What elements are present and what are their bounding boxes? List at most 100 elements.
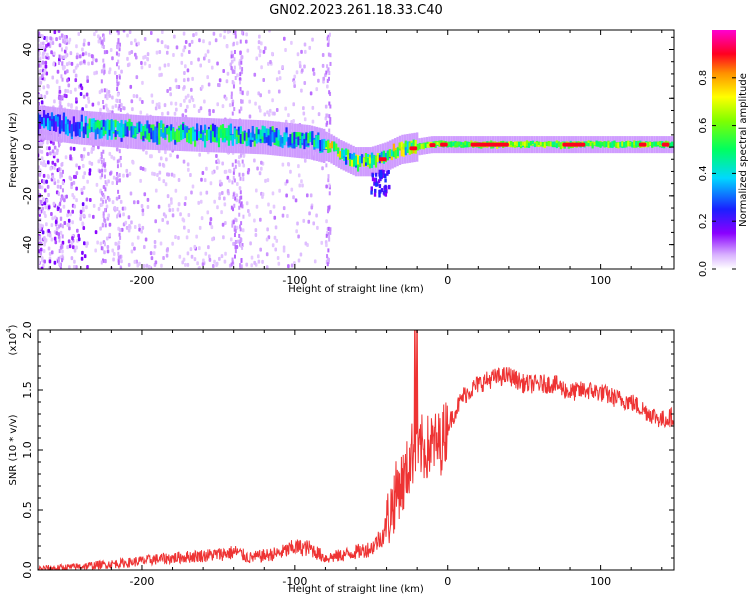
spectrogram-peak-segment <box>429 143 436 148</box>
spectrogram-noise-cell <box>222 68 225 73</box>
spectrogram-noise-cell <box>183 225 186 230</box>
spectrogram-tail-cell <box>380 173 383 178</box>
spectrogram-noise-cell <box>82 213 86 218</box>
spectrogram-noise-cell <box>111 200 115 205</box>
spectrogram-streak-cell <box>118 149 121 154</box>
spectrogram-ridge-cell <box>257 134 260 143</box>
spectrogram-streak-cell <box>58 143 61 148</box>
spectrogram-ridge-cell <box>370 152 374 159</box>
spectrogram-noise-cell <box>135 94 139 99</box>
spectrogram-noise-cell <box>168 86 172 91</box>
spectrogram-noise-cell <box>254 233 258 238</box>
spectrogram-streak-cell <box>59 185 62 190</box>
spectrogram-ridge-cell <box>58 114 62 125</box>
spectrogram-noise-cell <box>161 111 164 116</box>
spectrogram-noise-cell <box>259 247 262 252</box>
spectrogram-ridge-cell <box>277 129 280 141</box>
spectrogram-noise-cell <box>214 38 218 43</box>
spectrogram-noise-cell <box>120 102 123 107</box>
spectrogram-streak-cell <box>325 259 328 264</box>
spectrogram-noise-cell <box>144 237 148 242</box>
spectrogram-noise-cell <box>128 171 132 176</box>
spectrogram-streak-cell <box>117 30 120 35</box>
spectrogram-streak-cell <box>230 91 233 96</box>
spectrogram-noise-cell <box>294 198 298 203</box>
spectrogram-streak-cell <box>103 194 106 199</box>
spectrogram-ridge-cell <box>468 142 471 148</box>
spectrogram-ridge-cell <box>611 141 614 147</box>
spectrogram-noise-cell <box>70 241 74 246</box>
spectrogram-ridge-cell <box>251 125 254 138</box>
spectrogram-noise-cell <box>41 206 44 211</box>
spectrogram-streak-cell <box>57 191 60 196</box>
spectrogram-noise-cell <box>106 249 110 254</box>
spectrogram-noise-cell <box>205 166 208 171</box>
spectrogram-noise-cell <box>133 38 137 43</box>
spectrogram-noise-cell <box>145 150 148 155</box>
spectrogram-ridge-cell <box>54 121 58 132</box>
spectrogram-noise-cell <box>284 47 287 52</box>
spectrogram-noise-cell <box>67 102 70 107</box>
spectrogram-noise-cell <box>107 89 111 94</box>
spectrogram-noise-cell <box>85 205 88 210</box>
spectrogram-halo-cell <box>672 136 674 154</box>
spectrogram-noise-cell <box>63 49 67 54</box>
spectrogram-ridge-cell <box>537 141 541 145</box>
spectrogram-streak-cell <box>57 61 60 66</box>
spectrogram-noise-cell <box>121 206 125 211</box>
spectrogram-noise-cell <box>79 92 83 97</box>
spectrogram-noise-cell <box>166 45 170 50</box>
spectrogram-noise-cell <box>153 244 157 249</box>
spectrogram-noise-cell <box>303 80 307 85</box>
snr-y-tick-label: 0.0 <box>21 561 34 579</box>
spectrogram-tail-cell <box>382 173 385 178</box>
spectrogram-ridge-cell <box>170 131 173 142</box>
spectrogram-noise-cell <box>64 88 67 93</box>
spectrogram-noise-cell <box>67 218 71 223</box>
spectrogram-noise-cell <box>76 63 79 68</box>
spectrogram-noise-cell <box>41 51 45 56</box>
spectrogram-ridge-cell <box>142 125 145 136</box>
spectrogram-streak-cell <box>230 262 233 267</box>
spectrogram-ridge-cell <box>557 141 560 147</box>
spectrogram-streak-cell <box>232 175 235 180</box>
spectrogram-ridge-cell <box>297 132 300 140</box>
spectrogram-noise-cell <box>69 51 73 56</box>
spectrogram-ridge-cell <box>539 141 543 146</box>
spectrogram-noise-cell <box>189 172 192 177</box>
spectrogram-ridge-cell <box>38 113 40 124</box>
spectrogram-noise-cell <box>265 252 269 257</box>
spectrogram-ridge-cell <box>623 141 626 147</box>
spectrogram-noise-cell <box>56 184 60 189</box>
spectrogram-ridge-cell <box>301 135 304 144</box>
spectrogram-noise-cell <box>85 197 89 202</box>
spectrogram-noise-cell <box>39 199 43 204</box>
spectrogram-halo-cell <box>203 117 206 152</box>
spectrogram-tail-cell <box>387 169 390 174</box>
spectrogram-noise-cell <box>183 201 187 206</box>
spectrogram-ridge-cell <box>438 142 441 147</box>
spectrogram-ridge-cell <box>217 127 221 138</box>
spectrogram-noise-cell <box>44 214 47 219</box>
spectrogram-noise-cell <box>75 186 78 191</box>
spectrogram-noise-cell <box>40 156 44 161</box>
spectrogram-streak-cell <box>239 265 242 269</box>
spectrogram-ridge-cell <box>416 144 419 151</box>
spectrogram-tail-cell <box>374 172 378 177</box>
spectrogram-noise-cell <box>40 100 44 105</box>
spectrogram-noise-cell <box>45 179 48 184</box>
spectrogram-noise-cell <box>230 59 234 64</box>
spectrogram-ridge-cell <box>655 141 658 147</box>
spectrogram-noise-cell <box>51 160 55 165</box>
spectrogram-ridge-cell <box>355 155 358 166</box>
spectrogram-halo-cell <box>308 125 311 160</box>
spectrogram-ridge-cell <box>549 141 552 147</box>
spectrogram-noise-cell <box>99 107 102 112</box>
spectrogram-ridge-cell <box>174 132 177 140</box>
spectrogram-noise-cell <box>141 212 145 217</box>
spectrogram-streak-cell <box>238 61 241 66</box>
spectrogram-ridge-cell <box>617 142 620 147</box>
spectrogram-ridge-cell <box>44 116 48 124</box>
spectrogram-noise-cell <box>123 206 127 211</box>
spectrogram-noise-cell <box>316 225 319 230</box>
